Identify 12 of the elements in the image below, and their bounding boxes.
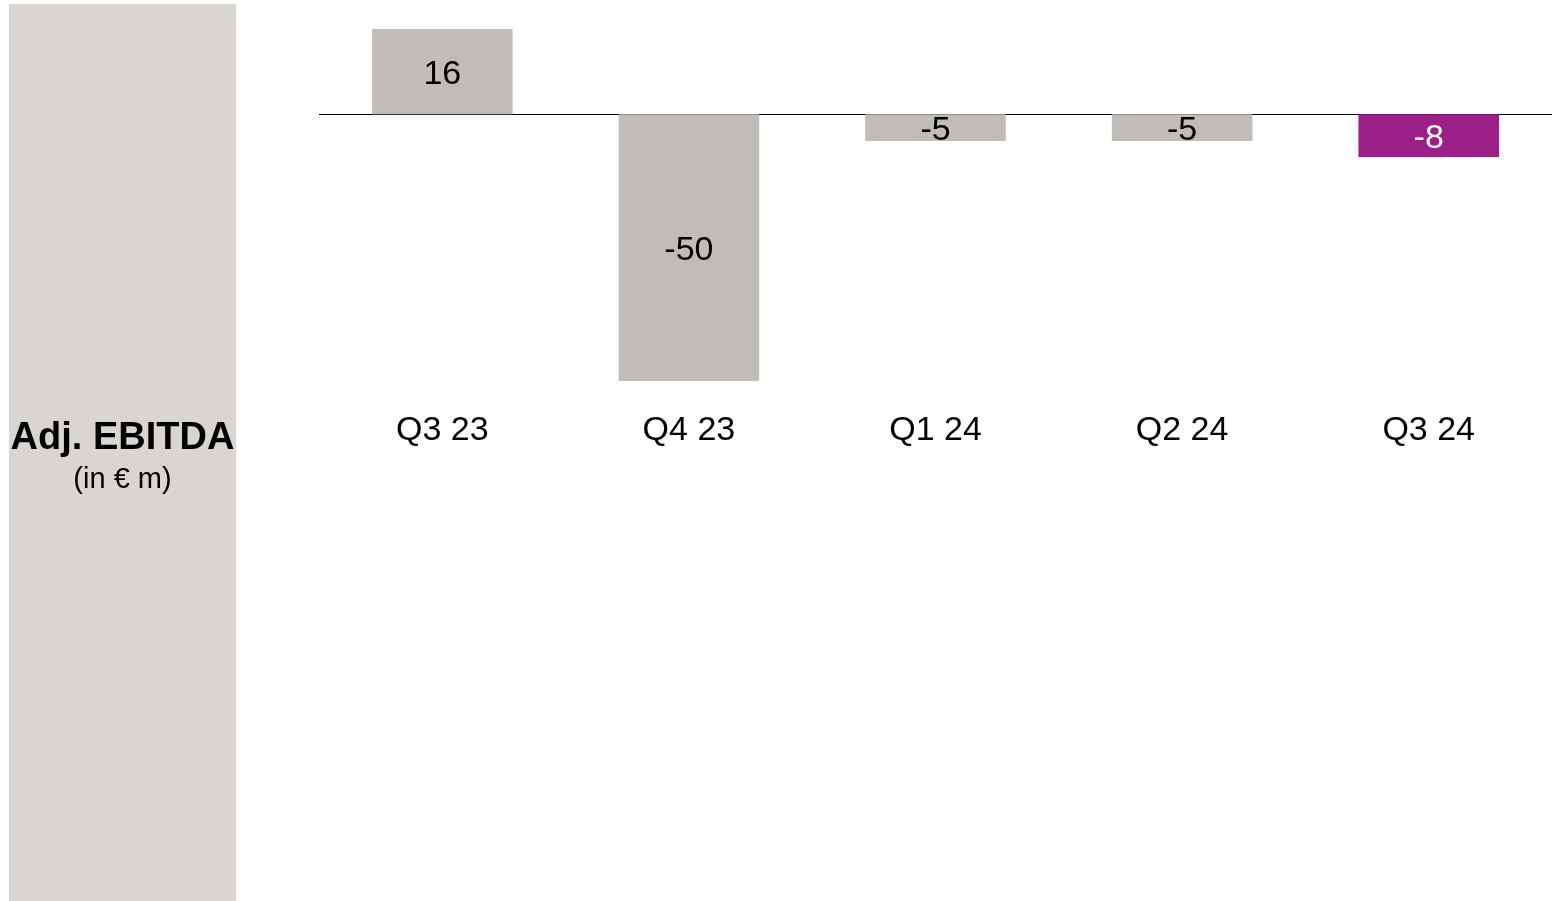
text: (in € m) bbox=[73, 462, 172, 495]
data-label: -50 bbox=[664, 228, 714, 267]
data-label: -5 bbox=[1166, 108, 1198, 147]
data-label: 16 bbox=[423, 52, 462, 91]
x-tick-label: Q1 24 bbox=[889, 409, 982, 447]
x-tick-label: Q2 24 bbox=[1135, 409, 1229, 447]
x-tick-label: Q3 24 bbox=[1382, 409, 1476, 447]
y-axis-title: Adj. EBITDA bbox=[9, 414, 236, 459]
data-label: -5 bbox=[920, 108, 951, 147]
data-label: -8 bbox=[1413, 116, 1444, 155]
x-tick-label: Q3 23 bbox=[395, 409, 489, 447]
x-tick-label: Q4 23 bbox=[642, 409, 736, 447]
